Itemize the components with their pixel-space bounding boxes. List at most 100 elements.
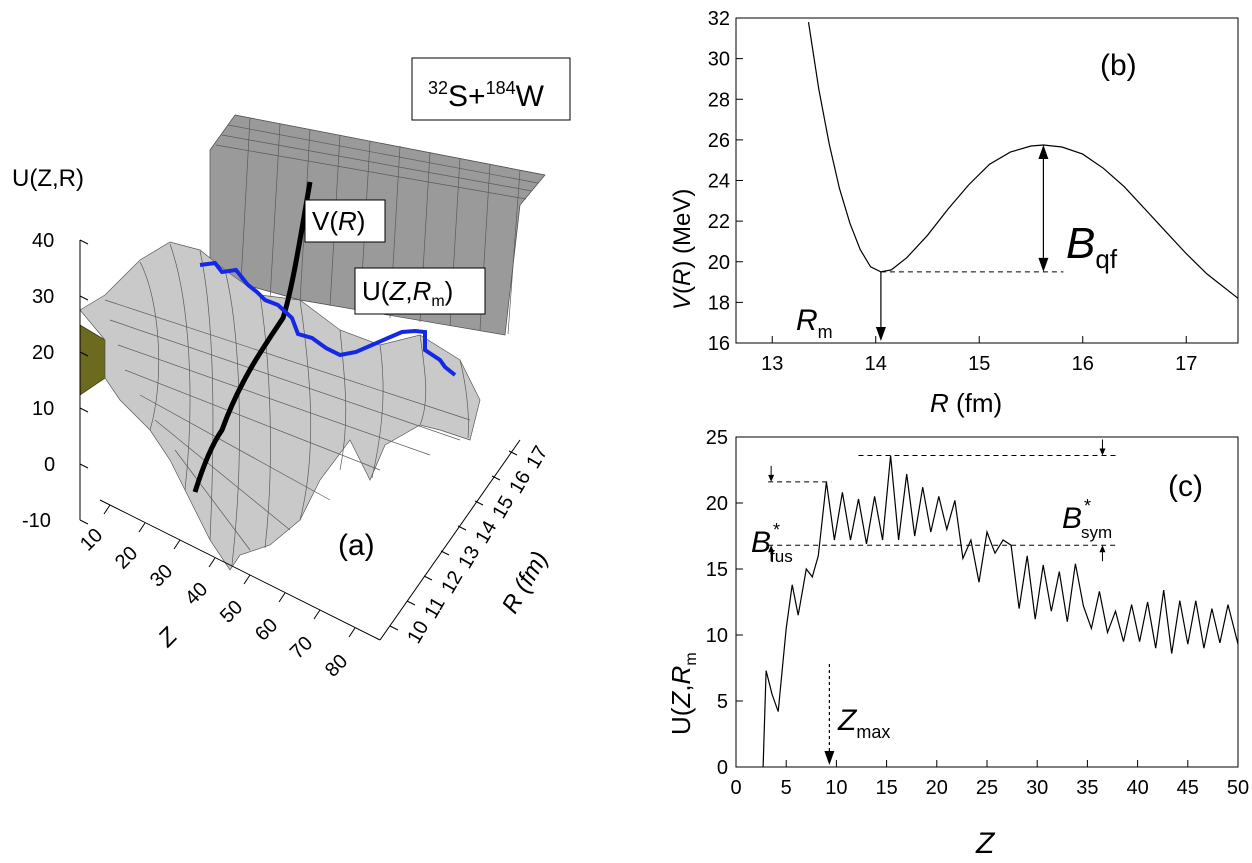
c-x-tick-label: 50 [1227, 777, 1249, 799]
b-x-tick-label: 14 [865, 353, 887, 375]
surface-mesh [104, 243, 471, 566]
a-z-ticks [79, 239, 89, 525]
a-z-tick-label: 40 [32, 230, 54, 252]
a-r-tick-label: 10 [403, 617, 433, 647]
reaction-label: 32S+184W [411, 57, 571, 121]
a-n-tick-label: 60 [251, 614, 282, 645]
c-x-tick-label: 15 [875, 777, 897, 799]
a-r-tick-label: 14 [471, 517, 501, 547]
c-y-ticks: 0 5 10 15 20 25 [706, 427, 743, 779]
b-x-tick-label: 16 [1072, 353, 1094, 375]
b-y-tick-label: 20 [708, 252, 730, 274]
panel-a-label: (a) [338, 529, 375, 562]
b-x-tick-label: 17 [1175, 353, 1197, 375]
a-n-axis-title: Z [152, 622, 183, 653]
reaction-plus: + [468, 80, 486, 113]
b-y-tick-label: 24 [708, 171, 730, 193]
c-y-tick-label: 20 [706, 493, 728, 515]
a-z-tick-label: 10 [32, 398, 54, 420]
b-x-tick-label: 15 [968, 353, 990, 375]
svg-text:V(R): V(R) [312, 206, 365, 236]
b-y-tick-label: 30 [708, 49, 730, 71]
a-n-tick-label: 30 [146, 560, 177, 591]
b-rm-label: Rm [796, 304, 833, 342]
b-vr-curve [807, 22, 1239, 299]
a-r-tick-label: 13 [454, 542, 484, 572]
c-barrier-arrows [768, 439, 1106, 562]
reaction-symbol-1: S [448, 80, 468, 113]
b-y-tick-label: 32 [708, 8, 730, 30]
a-n-tick-label: 20 [111, 542, 142, 573]
c-uzr-curve [762, 455, 1239, 768]
c-y-tick-label: 10 [706, 625, 728, 647]
b-y-tick-label: 16 [708, 333, 730, 355]
c-bfus-label: B * fus [751, 520, 793, 566]
c-x-axis-title: Z [975, 827, 996, 860]
a-n-tick-label: 50 [216, 596, 247, 627]
c-small-arrowhead [1099, 545, 1106, 553]
b-bqf-label: Bqf [1066, 219, 1118, 274]
c-x-tick-label: 5 [781, 777, 792, 799]
c-x-tick-label: 45 [1177, 777, 1199, 799]
b-bqf-arrowhead-top [1038, 144, 1049, 159]
b-y-tick-label: 26 [708, 130, 730, 152]
a-n-tick-label: 40 [181, 578, 212, 609]
a-z-axis-title: U(Z,R) [12, 165, 84, 192]
b-y-ticks: 16 18 20 22 24 26 28 30 32 [708, 8, 743, 355]
b-bqf-arrowhead-bottom [1038, 257, 1049, 272]
uzr-curve-3d [199, 260, 457, 377]
b-x-ticks: 13 14 15 16 17 [761, 336, 1197, 375]
reaction-symbol-2: W [516, 80, 545, 113]
b-plot-frame [735, 17, 1239, 344]
b-y-axis-title: V(R) (MeV) [669, 189, 696, 310]
c-y-axis-title: U(Z,Rm [666, 652, 700, 735]
c-x-tick-label: 40 [1126, 777, 1148, 799]
a-z-tick-label: 30 [32, 286, 54, 308]
a-z-tick-label: 0 [44, 454, 55, 476]
panel-b-chart: 16 18 20 22 24 26 28 30 32 13 14 15 16 17 (b) Rm Bqf… [669, 8, 1239, 418]
uzr-label: U(Z,Rm) [354, 267, 486, 315]
panel-a-surface-plot: 40 30 20 10 0 -10 U(Z,R) 10 20 30 [12, 57, 571, 682]
reaction-mass-2: 184 [486, 78, 516, 98]
c-bsym-label: B * sym [1062, 496, 1112, 542]
c-y-tick-label: 15 [706, 559, 728, 581]
b-x-axis-title: R (fm) [930, 388, 1002, 418]
b-y-tick-label: 22 [708, 211, 730, 233]
svg-text:32S+184W: 32S+184W [428, 78, 545, 113]
c-small-arrowhead [768, 545, 775, 553]
a-z-tick-label: 20 [32, 342, 54, 364]
c-y-tick-label: 25 [706, 427, 728, 449]
a-r-axis: 10 11 12 13 14 15 16 17 R (fm) [379, 439, 554, 648]
a-r-tick-label: 17 [522, 442, 552, 472]
c-zmax-label: Zmax [837, 704, 890, 742]
a-z-axis: 40 30 20 10 0 -10 U(Z,R) [12, 165, 89, 532]
b-rm-arrowhead [875, 327, 886, 341]
c-x-tick-label: 0 [730, 777, 741, 799]
a-z-tick-label: -10 [22, 510, 51, 532]
c-x-tick-label: 20 [926, 777, 948, 799]
c-plot-frame [735, 436, 1239, 768]
a-n-tick-label: 10 [76, 524, 107, 555]
reaction-mass-1: 32 [428, 78, 448, 98]
a-r-axis-title: R (fm) [497, 547, 554, 618]
panel-c-chart: 0 5 10 15 20 25 0 5 10 15 20 25 30 35 40 45 50 (c) B * fu… [666, 427, 1249, 860]
c-x-tick-label: 35 [1076, 777, 1098, 799]
c-y-tick-label: 0 [717, 757, 728, 779]
panel-c-label: (c) [1168, 470, 1203, 503]
c-x-ticks: 0 5 10 15 20 25 30 35 40 45 50 [730, 760, 1249, 799]
a-r-tick-label: 15 [488, 492, 518, 522]
a-n-tick-label: 70 [286, 632, 317, 663]
c-x-tick-label: 30 [1026, 777, 1048, 799]
a-r-tick-label: 12 [437, 567, 467, 597]
c-small-arrowhead [1099, 448, 1106, 456]
b-y-tick-label: 18 [708, 292, 730, 314]
vr-curve-3d [192, 181, 313, 493]
c-y-tick-label: 5 [717, 691, 728, 713]
surface-front [79, 241, 481, 571]
svg-text:U(Z,Rm): U(Z,Rm) [362, 276, 453, 310]
a-r-tick-label: 11 [420, 594, 449, 623]
a-r-tick-label: 16 [505, 467, 535, 497]
vr-label: V(R) [304, 199, 386, 243]
b-x-tick-label: 13 [761, 353, 783, 375]
